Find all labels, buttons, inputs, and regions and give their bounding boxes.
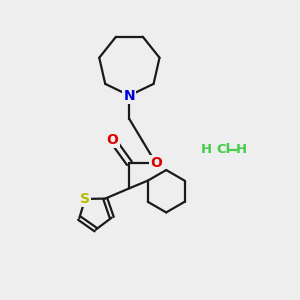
Text: Cl: Cl bbox=[217, 143, 231, 157]
Text: H: H bbox=[236, 143, 247, 157]
Text: O: O bbox=[107, 133, 118, 147]
Text: H: H bbox=[200, 143, 211, 157]
Text: O: O bbox=[150, 156, 162, 170]
Text: N: N bbox=[124, 88, 135, 103]
Text: S: S bbox=[80, 192, 90, 206]
